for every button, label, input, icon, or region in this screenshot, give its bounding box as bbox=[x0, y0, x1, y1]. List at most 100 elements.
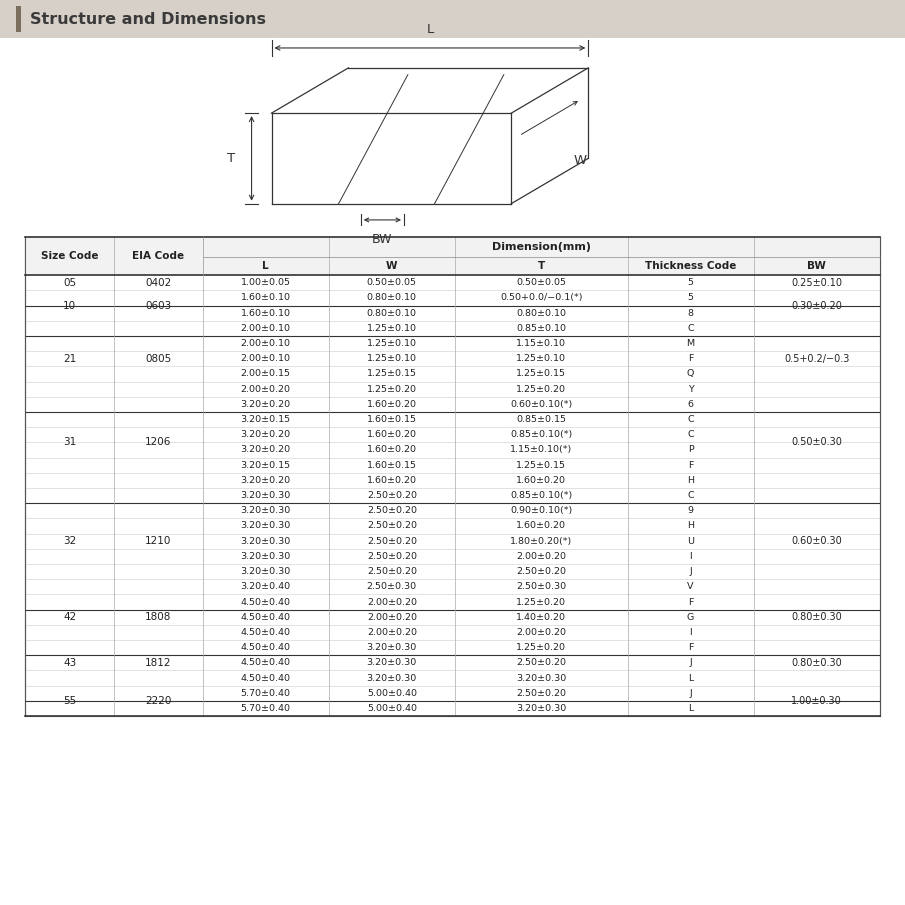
Text: 5: 5 bbox=[688, 293, 693, 302]
Text: 5.70±0.40: 5.70±0.40 bbox=[241, 689, 291, 698]
Text: 0.90±0.10(*): 0.90±0.10(*) bbox=[510, 506, 572, 515]
Text: 2.50±0.30: 2.50±0.30 bbox=[367, 582, 417, 591]
Text: BW: BW bbox=[372, 233, 393, 245]
Text: L: L bbox=[426, 24, 433, 36]
Text: 0.85±0.10(*): 0.85±0.10(*) bbox=[510, 430, 572, 439]
Text: G: G bbox=[687, 613, 694, 622]
Text: 5.70±0.40: 5.70±0.40 bbox=[241, 704, 291, 713]
Text: Thickness Code: Thickness Code bbox=[645, 261, 737, 272]
Text: 32: 32 bbox=[63, 536, 76, 547]
Text: I: I bbox=[690, 552, 692, 561]
Text: H: H bbox=[687, 476, 694, 485]
Text: 3.20±0.30: 3.20±0.30 bbox=[241, 552, 291, 561]
Text: 3.20±0.30: 3.20±0.30 bbox=[367, 673, 417, 682]
Text: 2.00±0.15: 2.00±0.15 bbox=[241, 369, 291, 378]
Text: 0.50+0.0/−0.1(*): 0.50+0.0/−0.1(*) bbox=[500, 293, 583, 302]
Text: 1.60±0.20: 1.60±0.20 bbox=[367, 430, 417, 439]
Text: 8: 8 bbox=[688, 309, 693, 318]
FancyBboxPatch shape bbox=[16, 6, 21, 32]
FancyBboxPatch shape bbox=[25, 237, 880, 716]
Text: W: W bbox=[386, 261, 397, 272]
Text: 0.80±0.10: 0.80±0.10 bbox=[367, 309, 417, 318]
Text: 1.80±0.20(*): 1.80±0.20(*) bbox=[510, 537, 572, 546]
Text: P: P bbox=[688, 445, 693, 454]
Text: C: C bbox=[687, 324, 694, 333]
Text: 3.20±0.20: 3.20±0.20 bbox=[241, 445, 291, 454]
Text: F: F bbox=[688, 643, 693, 653]
Text: 1.60±0.20: 1.60±0.20 bbox=[367, 476, 417, 485]
Text: M: M bbox=[687, 339, 695, 348]
Text: 0.50±0.05: 0.50±0.05 bbox=[516, 278, 567, 287]
Text: 1.25±0.15: 1.25±0.15 bbox=[516, 369, 567, 378]
Text: 1.25±0.10: 1.25±0.10 bbox=[367, 354, 417, 363]
Text: 55: 55 bbox=[63, 696, 76, 706]
FancyBboxPatch shape bbox=[627, 237, 754, 275]
Text: 1.25±0.20: 1.25±0.20 bbox=[516, 643, 567, 653]
FancyBboxPatch shape bbox=[203, 237, 329, 275]
Text: 4.50±0.40: 4.50±0.40 bbox=[241, 643, 291, 653]
Text: 3.20±0.30: 3.20±0.30 bbox=[516, 704, 567, 713]
Text: I: I bbox=[690, 628, 692, 637]
Text: J: J bbox=[690, 658, 692, 667]
Text: 1.60±0.20: 1.60±0.20 bbox=[516, 521, 567, 530]
Text: 1.40±0.20: 1.40±0.20 bbox=[516, 613, 567, 622]
Text: 1812: 1812 bbox=[145, 658, 172, 668]
Text: 2.50±0.20: 2.50±0.20 bbox=[367, 552, 417, 561]
Text: 5.00±0.40: 5.00±0.40 bbox=[367, 689, 417, 698]
Text: 1.15±0.10(*): 1.15±0.10(*) bbox=[510, 445, 572, 454]
Text: 2.00±0.20: 2.00±0.20 bbox=[516, 552, 567, 561]
Text: J: J bbox=[690, 567, 692, 576]
Text: 0.60±0.10(*): 0.60±0.10(*) bbox=[510, 400, 572, 409]
Text: 05: 05 bbox=[63, 278, 76, 288]
Text: 2.50±0.20: 2.50±0.20 bbox=[367, 506, 417, 515]
FancyBboxPatch shape bbox=[0, 0, 905, 38]
Text: 0402: 0402 bbox=[146, 278, 172, 288]
Text: Q: Q bbox=[687, 369, 694, 378]
Text: 0.60±0.30: 0.60±0.30 bbox=[791, 536, 842, 547]
Text: 1.60±0.10: 1.60±0.10 bbox=[241, 309, 291, 318]
Text: 2.00±0.20: 2.00±0.20 bbox=[241, 385, 291, 394]
Text: 0.80±0.30: 0.80±0.30 bbox=[791, 612, 842, 623]
Text: T: T bbox=[538, 261, 545, 272]
Text: 3.20±0.30: 3.20±0.30 bbox=[241, 567, 291, 576]
Text: 3.20±0.15: 3.20±0.15 bbox=[241, 415, 291, 424]
Text: 31: 31 bbox=[63, 437, 76, 447]
Text: 2.50±0.20: 2.50±0.20 bbox=[516, 689, 567, 698]
Text: BW: BW bbox=[807, 261, 826, 272]
Text: C: C bbox=[687, 491, 694, 500]
Text: 1.60±0.10: 1.60±0.10 bbox=[241, 293, 291, 302]
Text: Dimension(mm): Dimension(mm) bbox=[491, 242, 591, 252]
Text: 2.00±0.20: 2.00±0.20 bbox=[516, 628, 567, 637]
Text: F: F bbox=[688, 461, 693, 470]
Text: 3.20±0.30: 3.20±0.30 bbox=[241, 537, 291, 546]
Text: 1.25±0.20: 1.25±0.20 bbox=[516, 385, 567, 394]
Text: 0.30±0.20: 0.30±0.20 bbox=[791, 300, 842, 310]
Text: 0.50±0.05: 0.50±0.05 bbox=[367, 278, 417, 287]
FancyBboxPatch shape bbox=[329, 237, 455, 275]
Text: 2.00±0.20: 2.00±0.20 bbox=[367, 628, 417, 637]
Text: 6: 6 bbox=[688, 400, 693, 409]
Text: 5.00±0.40: 5.00±0.40 bbox=[367, 704, 417, 713]
Text: 43: 43 bbox=[63, 658, 76, 668]
Text: 3.20±0.20: 3.20±0.20 bbox=[241, 430, 291, 439]
Text: W: W bbox=[574, 154, 586, 167]
Text: 2.50±0.20: 2.50±0.20 bbox=[367, 537, 417, 546]
Text: 3.20±0.30: 3.20±0.30 bbox=[241, 521, 291, 530]
FancyBboxPatch shape bbox=[25, 237, 114, 275]
Text: 21: 21 bbox=[63, 354, 76, 364]
Text: 1.60±0.20: 1.60±0.20 bbox=[367, 445, 417, 454]
Text: 1.25±0.15: 1.25±0.15 bbox=[516, 461, 567, 470]
Text: 0.25±0.10: 0.25±0.10 bbox=[791, 278, 843, 288]
Text: Y: Y bbox=[688, 385, 693, 394]
Text: 5: 5 bbox=[688, 278, 693, 287]
Text: 1.60±0.20: 1.60±0.20 bbox=[516, 476, 567, 485]
Text: 0.85±0.15: 0.85±0.15 bbox=[516, 415, 567, 424]
Text: 1206: 1206 bbox=[145, 437, 172, 447]
Text: 3.20±0.30: 3.20±0.30 bbox=[241, 491, 291, 500]
FancyBboxPatch shape bbox=[754, 237, 880, 275]
Text: 2.00±0.10: 2.00±0.10 bbox=[241, 354, 291, 363]
Text: 2.50±0.20: 2.50±0.20 bbox=[367, 567, 417, 576]
Text: C: C bbox=[687, 415, 694, 424]
Text: 2.00±0.10: 2.00±0.10 bbox=[241, 339, 291, 348]
Text: Structure and Dimensions: Structure and Dimensions bbox=[30, 12, 266, 26]
